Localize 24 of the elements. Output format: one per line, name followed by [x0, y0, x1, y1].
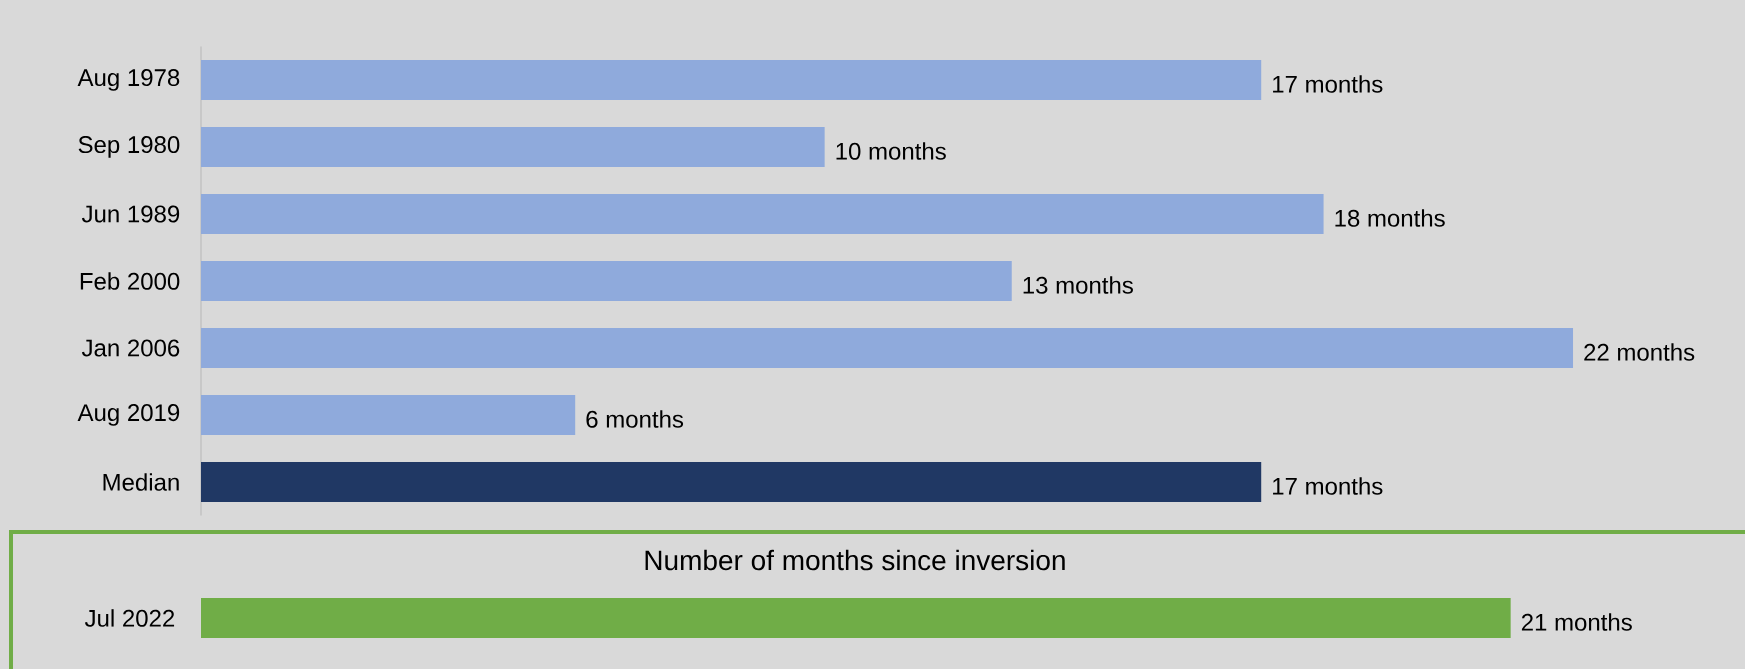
data-label: 10 months: [836, 142, 946, 160]
y-tick-label: Jun 1989: [81, 205, 180, 223]
data-label: 18 months: [1335, 209, 1445, 227]
y-tick-label: Feb 2000: [80, 272, 180, 290]
bar: [201, 395, 576, 436]
bar: [201, 462, 1262, 503]
y-tick-label: Sep 1980: [78, 136, 180, 158]
data-label: 22 months: [1584, 343, 1695, 361]
bar: [201, 328, 1574, 369]
y-tick-label: Jul 2022: [84, 609, 175, 627]
bar: [201, 261, 1012, 302]
data-label: 6 months: [586, 410, 684, 428]
bar: [201, 127, 825, 167]
chart-title: Number of months since inversion: [645, 549, 1065, 571]
data-label: 13 months: [1023, 276, 1133, 294]
data-label: 21 months: [1521, 613, 1632, 631]
y-tick-label: Median: [103, 473, 179, 491]
bar: [201, 194, 1324, 235]
data-label: 17 months: [1273, 75, 1383, 93]
bar: [201, 60, 1262, 100]
y-tick-label: Jan 2006: [81, 339, 180, 357]
y-tick-label: Aug 1978: [77, 69, 180, 91]
y-tick-label: Aug 2019: [77, 404, 180, 426]
data-label: 17 months: [1273, 477, 1383, 495]
